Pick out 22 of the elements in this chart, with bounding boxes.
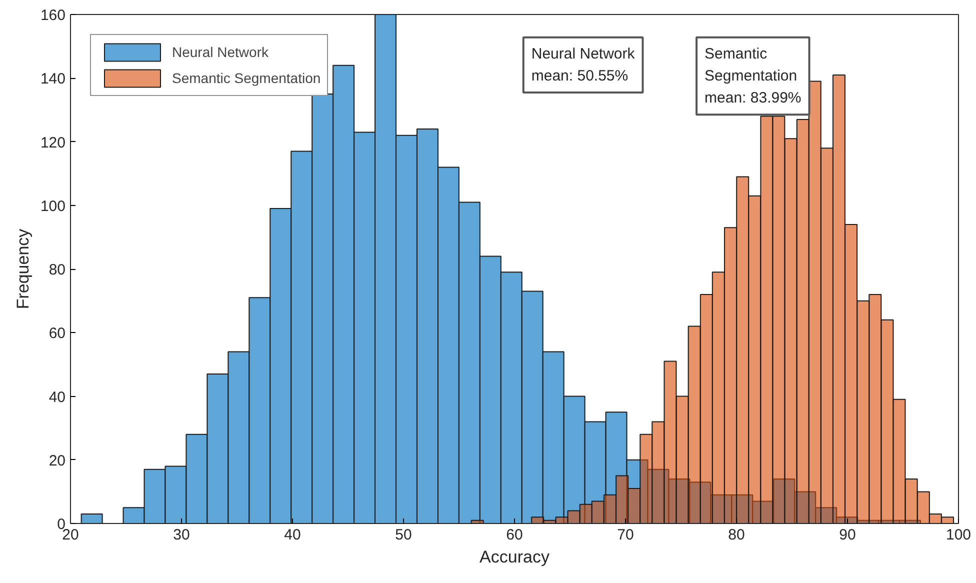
- x-tick-label: 100: [946, 526, 972, 544]
- y-tick-label: 100: [40, 198, 66, 215]
- x-tick-label: 30: [173, 526, 190, 544]
- legend-label: Neural Network: [172, 44, 268, 60]
- annotation: Semantic Segmentation mean: 83.99%: [704, 45, 802, 107]
- x-tick-label: 80: [728, 526, 745, 544]
- y-tick-label: 160: [40, 7, 66, 24]
- x-tick-label: 60: [506, 526, 523, 544]
- annotation: Neural Network mean: 50.55%: [531, 45, 636, 85]
- x-tick-label: 70: [617, 526, 634, 544]
- x-tick-label: 40: [284, 526, 301, 544]
- y-tick-label: 140: [40, 70, 66, 88]
- y-tick-label: 40: [48, 388, 66, 406]
- legend-label: Semantic Segmentation: [172, 70, 321, 86]
- y-axis-title: Frequency: [13, 228, 32, 310]
- y-tick-label: 80: [48, 262, 66, 278]
- y-tick-label: 60: [48, 325, 66, 342]
- y-tick-label: 20: [48, 452, 66, 470]
- x-tick-label: 90: [839, 526, 856, 544]
- y-tick-label: 120: [40, 134, 66, 152]
- x-axis-title: Accuracy: [480, 548, 550, 566]
- x-tick-label: 50: [395, 526, 412, 544]
